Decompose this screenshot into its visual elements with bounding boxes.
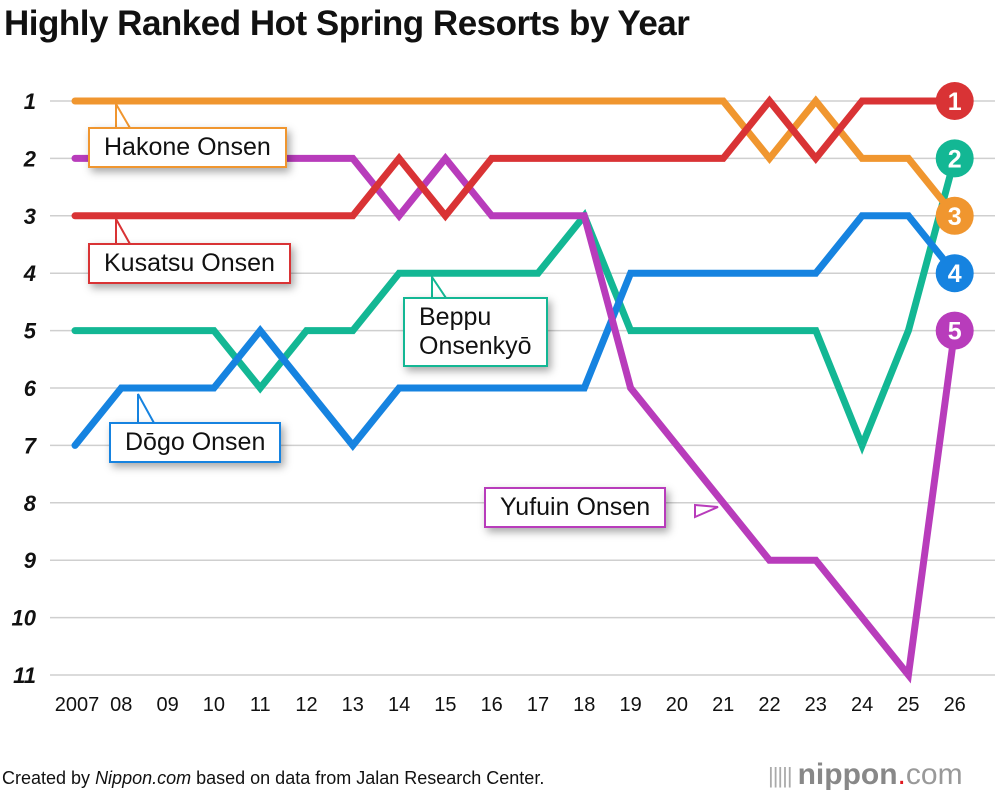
label-kusatsu-onsen: Kusatsu Onsen bbox=[88, 243, 291, 284]
x-tick-label: 15 bbox=[434, 694, 456, 716]
x-tick-label: 08 bbox=[110, 694, 132, 716]
chart-title: Highly Ranked Hot Spring Resorts by Year bbox=[4, 4, 690, 43]
series-line bbox=[71, 154, 959, 455]
x-tick-label: 17 bbox=[527, 694, 549, 716]
x-tick-label: 25 bbox=[897, 694, 919, 716]
footer-prefix: Created by bbox=[2, 768, 96, 788]
y-tick-label: 4 bbox=[23, 261, 36, 286]
label-dogo-onsen: Dōgo Onsen bbox=[109, 422, 282, 463]
y-tick-label: 11 bbox=[13, 663, 36, 688]
final-rank-number: 4 bbox=[948, 260, 962, 288]
x-tick-label: 2007 bbox=[55, 694, 100, 716]
callout-pointer bbox=[431, 273, 448, 299]
final-rank-marker bbox=[935, 196, 974, 235]
logo-dot: . bbox=[897, 758, 906, 791]
label-hakone-text: Hakone Onsen bbox=[104, 133, 271, 161]
callout-pointer bbox=[115, 215, 132, 245]
y-tick-label: 1 bbox=[24, 89, 36, 114]
x-tick-label: 23 bbox=[805, 694, 827, 716]
final-rank-marker bbox=[935, 139, 974, 178]
x-tick-label: 18 bbox=[573, 694, 595, 716]
label-dogo-text: Dōgo Onsen bbox=[125, 428, 266, 456]
callout-pointer bbox=[694, 503, 719, 519]
y-tick-label: 8 bbox=[24, 491, 37, 516]
final-rank-number: 1 bbox=[948, 88, 962, 116]
series-line bbox=[71, 95, 959, 222]
final-rank-marker bbox=[935, 82, 974, 120]
footer-source: Nippon.com bbox=[95, 768, 192, 788]
nippon-logo: ||||| nippon.com bbox=[768, 758, 963, 792]
x-tick-label: 13 bbox=[342, 694, 364, 716]
footer-suffix: based on data from Jalan Research Center… bbox=[191, 768, 545, 788]
series-line bbox=[71, 212, 959, 451]
x-tick-label: 09 bbox=[156, 694, 178, 716]
label-kusatsu-text: Kusatsu Onsen bbox=[104, 249, 275, 277]
callout-pointer bbox=[137, 393, 156, 424]
final-rank-marker bbox=[935, 311, 974, 350]
final-rank-number: 5 bbox=[948, 318, 962, 346]
label-yufuin-text: Yufuin Onsen bbox=[500, 493, 651, 521]
label-yufuin-onsen: Yufuin Onsen bbox=[484, 487, 667, 528]
label-beppu-text-line1: Beppu bbox=[419, 303, 492, 331]
x-tick-label: 19 bbox=[619, 694, 641, 716]
logo-bars-icon: ||||| bbox=[768, 763, 793, 789]
x-tick-label: 14 bbox=[388, 694, 410, 716]
logo-tld: com bbox=[905, 758, 963, 791]
y-tick-label: 7 bbox=[24, 433, 38, 458]
x-tick-label: 21 bbox=[712, 694, 734, 716]
x-tick-label: 10 bbox=[203, 694, 225, 716]
x-tick-label: 16 bbox=[481, 694, 503, 716]
x-tick-label: 12 bbox=[295, 694, 317, 716]
x-tick-label: 20 bbox=[666, 694, 688, 716]
logo-name: nippon bbox=[797, 758, 898, 791]
y-tick-label: 3 bbox=[24, 204, 36, 229]
final-rank-marker bbox=[935, 254, 974, 293]
x-tick-label: 22 bbox=[758, 694, 780, 716]
y-tick-label: 2 bbox=[23, 146, 37, 171]
source-footer: Created by Nippon.com based on data from… bbox=[2, 768, 544, 789]
label-hakone-onsen: Hakone Onsen bbox=[88, 127, 287, 168]
callout-pointer bbox=[115, 100, 132, 129]
final-rank-number: 3 bbox=[948, 203, 962, 231]
final-rank-number: 2 bbox=[948, 145, 962, 173]
y-tick-label: 9 bbox=[24, 548, 37, 573]
y-tick-label: 5 bbox=[24, 319, 37, 344]
label-beppu-text-line2: Onsenkyō bbox=[419, 331, 532, 360]
series-line bbox=[71, 95, 959, 220]
x-tick-label: 11 bbox=[250, 694, 271, 716]
series-line bbox=[71, 152, 959, 684]
x-tick-label: 24 bbox=[851, 694, 873, 716]
y-tick-label: 6 bbox=[24, 376, 37, 401]
label-beppu-onsenkyo: Beppu Onsenkyō bbox=[403, 297, 548, 367]
x-tick-label: 26 bbox=[944, 694, 966, 716]
y-tick-label: 10 bbox=[12, 606, 37, 631]
